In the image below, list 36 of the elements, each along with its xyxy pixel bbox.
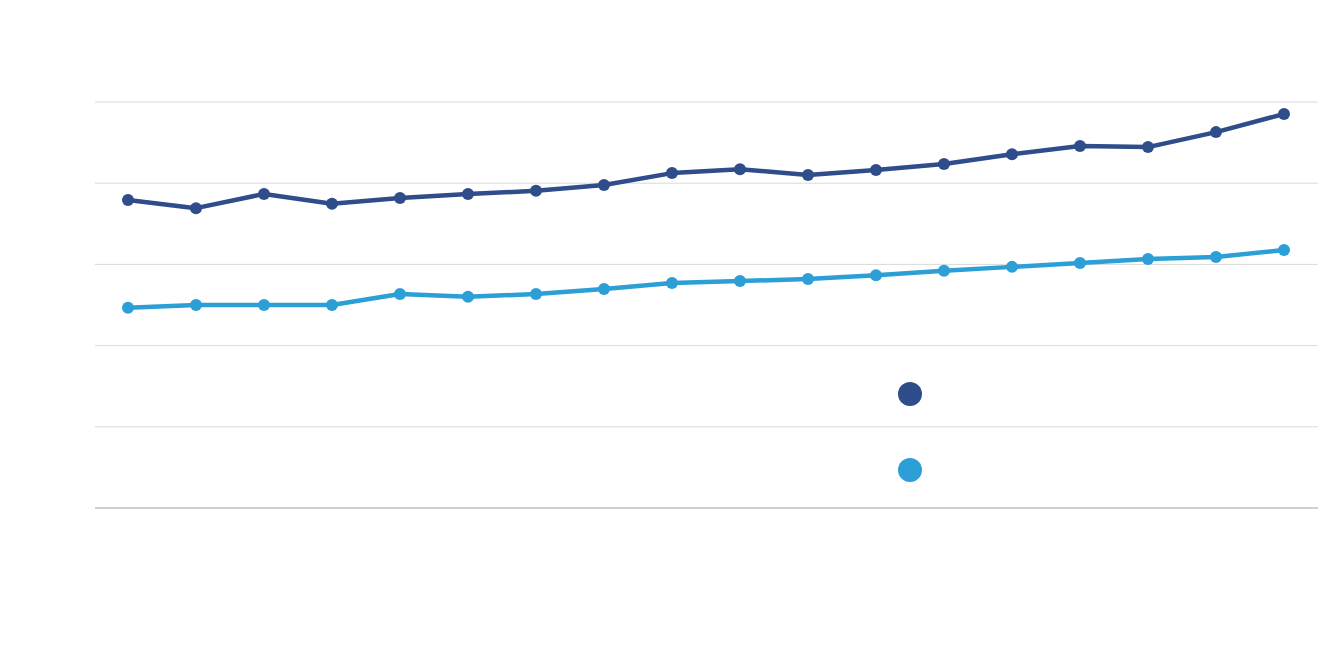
- point: [1006, 260, 1018, 273]
- point: [1210, 126, 1222, 139]
- point: [1074, 256, 1086, 269]
- point: [802, 169, 814, 182]
- point: [734, 275, 746, 288]
- point: [190, 299, 202, 312]
- point: [462, 290, 474, 303]
- point: [938, 264, 950, 277]
- point: [122, 301, 134, 314]
- point: [666, 277, 678, 290]
- point: [326, 299, 338, 312]
- point: [1278, 243, 1290, 256]
- point: [258, 187, 270, 200]
- point: [394, 288, 406, 301]
- point: [258, 299, 270, 312]
- point: [1074, 139, 1086, 152]
- point: [802, 273, 814, 286]
- point: [1210, 251, 1222, 264]
- point: [598, 282, 610, 295]
- point: [1278, 108, 1290, 120]
- point: [666, 167, 678, 180]
- point: [530, 288, 542, 301]
- point: [1006, 148, 1018, 161]
- point: [734, 163, 746, 176]
- point: [598, 178, 610, 191]
- point: [462, 187, 474, 200]
- point: [870, 269, 882, 282]
- point: [870, 163, 882, 176]
- point: [1142, 252, 1154, 265]
- point: [122, 193, 134, 206]
- point: [938, 158, 950, 171]
- point: [1142, 141, 1154, 154]
- point: [530, 184, 542, 197]
- point: [326, 197, 338, 210]
- point: [394, 191, 406, 204]
- point: [190, 202, 202, 215]
